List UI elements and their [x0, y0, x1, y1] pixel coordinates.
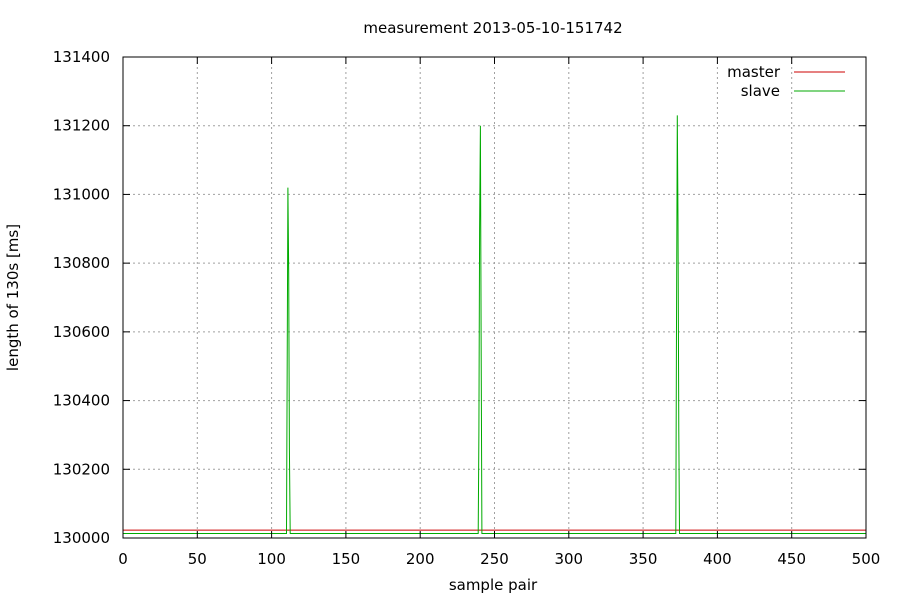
y-tick-label: 130200: [53, 460, 110, 478]
y-tick-label: 130400: [53, 392, 110, 410]
y-tick-label: 131200: [53, 117, 110, 135]
x-tick-label: 50: [188, 550, 207, 568]
y-axis-label: length of 130s [ms]: [4, 224, 22, 371]
x-tick-label: 250: [480, 550, 509, 568]
x-tick-label: 300: [554, 550, 583, 568]
y-tick-label: 130800: [53, 254, 110, 272]
x-tick-label: 0: [118, 550, 128, 568]
x-axis-label: sample pair: [449, 576, 538, 594]
tick-labels: 0 50 100 150 200 250 300 350 400 450 500 130000 1302…: [53, 48, 881, 568]
x-tick-label: 450: [777, 550, 806, 568]
chart-title: measurement 2013-05-10-151742: [363, 19, 622, 37]
legend-label-slave: slave: [741, 82, 780, 100]
y-tick-label: 130600: [53, 323, 110, 341]
series-line-slave: [123, 115, 866, 534]
axis-ticks: [122, 56, 867, 539]
legend-label-master: master: [727, 63, 781, 81]
x-tick-label: 350: [629, 550, 658, 568]
x-tick-label: 200: [406, 550, 435, 568]
x-tick-label: 150: [332, 550, 361, 568]
y-tick-label: 130000: [53, 529, 110, 547]
plot-series: [123, 115, 866, 534]
x-tick-label: 400: [703, 550, 732, 568]
x-tick-label: 500: [852, 550, 881, 568]
y-tick-label: 131000: [53, 185, 110, 203]
y-tick-label: 131400: [53, 48, 110, 66]
grid: [123, 57, 866, 538]
x-tick-label: 100: [257, 550, 286, 568]
